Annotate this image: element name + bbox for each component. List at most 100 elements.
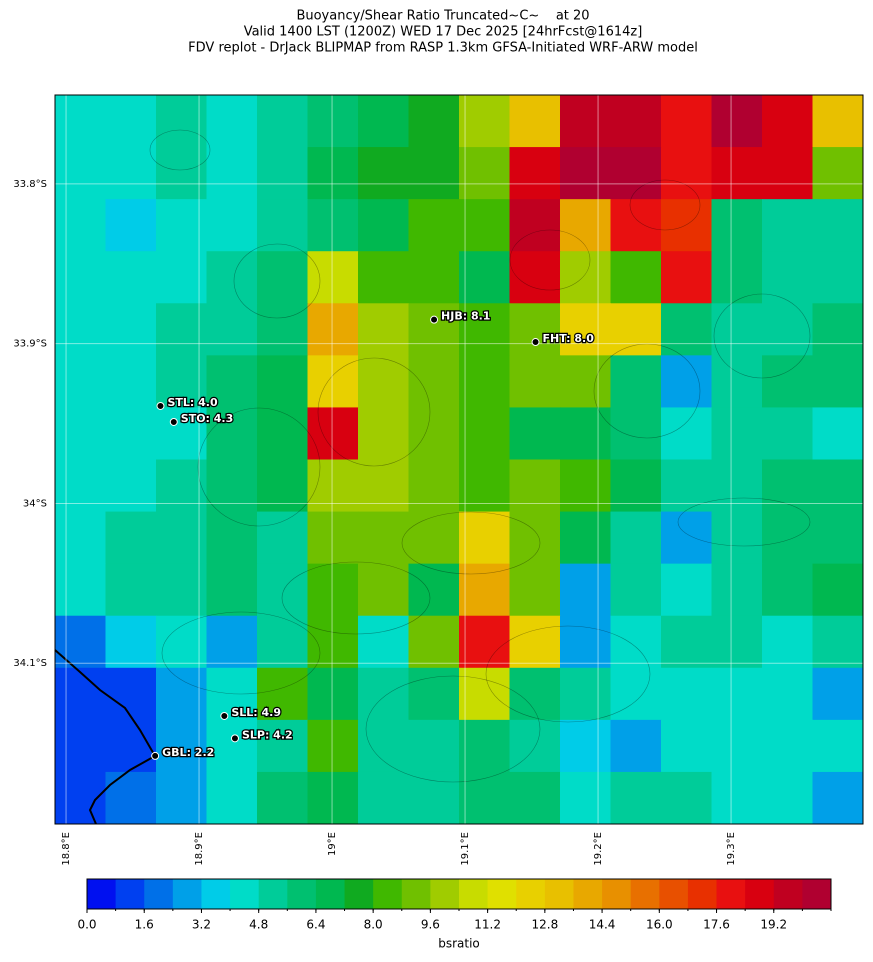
cell [560, 251, 611, 304]
cell [156, 615, 207, 669]
cell [459, 563, 510, 617]
station [230, 734, 239, 743]
cell [560, 355, 611, 408]
cell [358, 251, 409, 304]
cell [812, 771, 864, 825]
cell [812, 615, 864, 669]
cell [206, 251, 258, 304]
cell [257, 147, 308, 200]
cell [156, 511, 207, 565]
colorbar-tick-label: 9.6 [421, 918, 440, 932]
cell [661, 199, 712, 252]
cell [156, 719, 207, 773]
cell [812, 511, 864, 565]
cell [105, 719, 157, 773]
cell [156, 251, 207, 304]
contour [365, 675, 541, 783]
cell [257, 355, 308, 408]
cell [257, 719, 308, 773]
cell [206, 199, 258, 252]
cell [307, 563, 359, 617]
cell [762, 303, 813, 356]
contour [161, 611, 321, 695]
chart-subtitle: FDV replot - DrJack BLIPMAP from RASP 1.… [188, 41, 698, 56]
cell [55, 199, 106, 252]
station [151, 751, 160, 760]
colorbar-swatch [544, 879, 574, 909]
colorbar-swatch [716, 879, 746, 909]
station-label: SLL: 4.9 [231, 706, 281, 719]
cell [408, 95, 460, 148]
colorbar-tick-label: 0.0 [77, 918, 96, 932]
cell [560, 667, 611, 721]
cell [206, 147, 258, 200]
cell [55, 459, 106, 513]
cell [206, 303, 258, 356]
cell [610, 719, 662, 773]
cell [711, 771, 763, 825]
cell [408, 615, 460, 669]
cell [459, 511, 510, 565]
x-tick-label: 19°E [327, 832, 338, 856]
cell [661, 95, 712, 148]
contour [317, 357, 431, 467]
cell [459, 147, 510, 200]
cell [812, 303, 864, 356]
cell [408, 771, 460, 825]
contour [509, 229, 591, 291]
colorbar-swatch [230, 879, 260, 909]
cell [105, 251, 157, 304]
contour [629, 179, 701, 231]
colorbar-swatch [144, 879, 174, 909]
colorbar-swatch [802, 879, 832, 909]
cell [812, 95, 864, 148]
colorbar-swatch [602, 879, 632, 909]
cell [257, 251, 308, 304]
x-tick-label: 19.1°E [460, 832, 471, 866]
cell [560, 303, 611, 356]
contour [677, 497, 811, 547]
colorbar-tick-label: 4.8 [249, 918, 268, 932]
cell [661, 563, 712, 617]
station [430, 315, 439, 324]
cell [105, 199, 157, 252]
cell [762, 771, 813, 825]
cell [459, 251, 510, 304]
cell [206, 667, 258, 721]
colorbar-swatch [745, 879, 775, 909]
cell [459, 459, 510, 513]
colorbar-tick-label: 17.6 [703, 918, 730, 932]
cell [610, 563, 662, 617]
cell [55, 95, 106, 148]
cell [358, 355, 409, 408]
cell [105, 355, 157, 408]
chart-subtitle: Valid 1400 LST (1200Z) WED 17 Dec 2025 [… [244, 25, 643, 40]
cell [610, 303, 662, 356]
cell [408, 251, 460, 304]
station-label: GBL: 2.2 [162, 746, 214, 759]
cell [610, 667, 662, 721]
colorbar-label: bsratio [438, 937, 480, 951]
cell [610, 355, 662, 408]
cell [257, 771, 308, 825]
cell [408, 199, 460, 252]
y-tick-label: 33.8°S [13, 179, 47, 190]
cell [610, 459, 662, 513]
cell [358, 95, 409, 148]
cell [257, 459, 308, 513]
cell [105, 667, 157, 721]
cell [156, 407, 207, 460]
cell [711, 147, 763, 200]
colorbar-tick-label: 14.4 [589, 918, 616, 932]
cell [105, 771, 157, 825]
cell [661, 251, 712, 304]
cell [408, 511, 460, 565]
cell [509, 303, 561, 356]
colorbar-swatch [201, 879, 231, 909]
cell [105, 303, 157, 356]
cell [408, 719, 460, 773]
cell [358, 511, 409, 565]
cell [55, 563, 106, 617]
cell [509, 615, 561, 669]
